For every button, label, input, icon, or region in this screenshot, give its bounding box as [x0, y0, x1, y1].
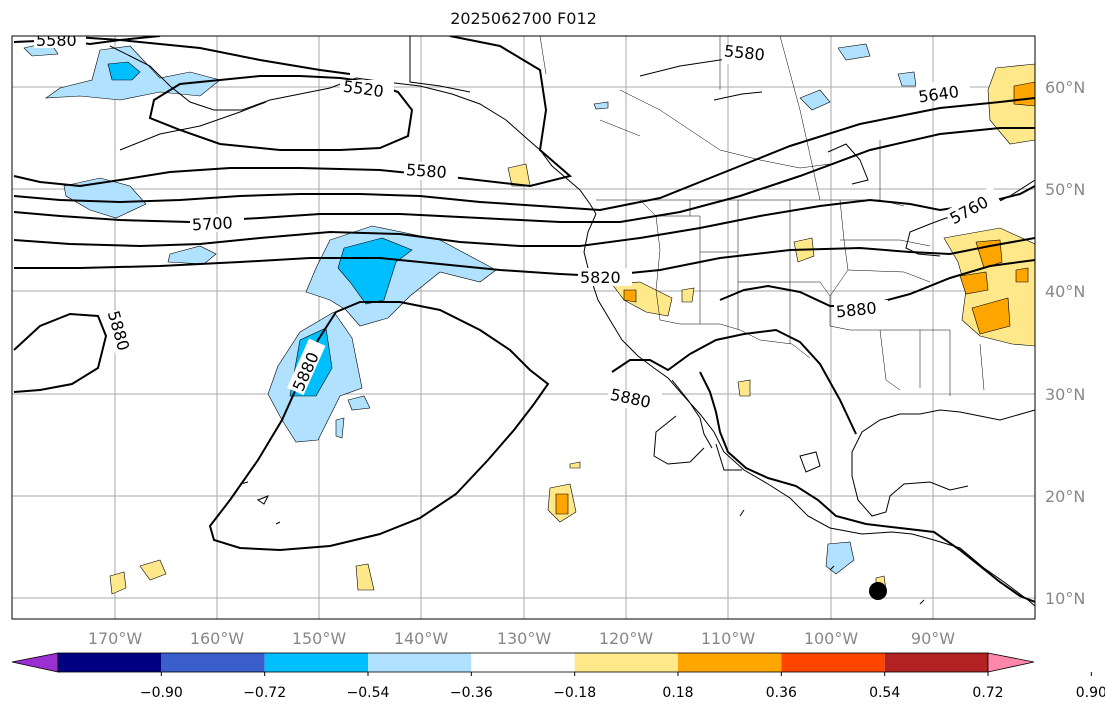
- colorbar-tick-label: 0.72: [972, 685, 1003, 701]
- map-border: [11, 35, 1036, 620]
- lon-label: 120°W: [599, 629, 654, 648]
- contour-label: 5820: [580, 268, 621, 287]
- contour-label: 5580: [723, 41, 765, 64]
- colorbar-tick-label: −0.54: [347, 685, 390, 701]
- colorbar-extend-min: [11, 652, 59, 673]
- colorbar-cell: [884, 653, 988, 672]
- negative-anomaly-areas: [23, 41, 917, 575]
- lat-label: 40°N: [1045, 282, 1085, 301]
- colorbar-extend-max: [987, 652, 1035, 673]
- contour-label: 5580: [36, 31, 77, 50]
- colorbar-cell: [781, 653, 885, 672]
- lon-label: 100°W: [804, 629, 859, 648]
- contour-label: 5880: [835, 298, 877, 321]
- colorbar-cell: [161, 653, 265, 672]
- latitude-labels: 60°N 50°N 40°N 30°N 20°N 10°N: [1045, 78, 1085, 608]
- lon-label: 160°W: [190, 629, 245, 648]
- colorbar-tick-label: −0.72: [243, 685, 286, 701]
- contour-label: 5580: [405, 160, 447, 182]
- lat-label: 30°N: [1045, 385, 1085, 404]
- positive-anomaly-areas: [109, 63, 1035, 595]
- colorbar-tick-label: 0.18: [662, 685, 693, 701]
- colorbar-cell: [264, 653, 368, 672]
- lon-label: 130°W: [497, 629, 552, 648]
- colorbar-cell: [368, 653, 472, 672]
- map-title: 2025062700 F012: [450, 9, 597, 28]
- lon-label: 140°W: [394, 629, 449, 648]
- colorbar-cell: [58, 653, 162, 672]
- colorbar-tick-label: 0.36: [766, 685, 797, 701]
- colorbar-tick-label: −0.18: [553, 685, 596, 701]
- lon-label: 110°W: [701, 629, 756, 648]
- colorbar: −0.90 −0.72 −0.54 −0.36 −0.18 0.18 0.36 0.54 0.7…: [11, 652, 1105, 701]
- contour-label: 5700: [192, 213, 234, 234]
- lon-label: 90°W: [911, 629, 955, 648]
- colorbar-cell: [471, 653, 575, 672]
- lat-label: 60°N: [1045, 78, 1085, 97]
- colorbar-tick-label: −0.90: [140, 685, 183, 701]
- lat-label: 10°N: [1045, 589, 1085, 608]
- colorbar-cell: [678, 653, 782, 672]
- lon-label: 150°W: [292, 629, 347, 648]
- lat-label: 20°N: [1045, 487, 1085, 506]
- political-borders: [409, 36, 985, 396]
- lat-label: 50°N: [1045, 180, 1085, 199]
- colorbar-cell: [574, 653, 678, 672]
- colorbar-tick-label: 0.90: [1076, 685, 1105, 701]
- colorbar-tick-label: −0.36: [450, 685, 493, 701]
- colorbar-tick-label: 0.54: [869, 685, 900, 701]
- storm-marker: [869, 582, 887, 600]
- lon-label: 170°W: [88, 629, 143, 648]
- longitude-labels: 170°W 160°W 150°W 140°W 130°W 120°W 110°…: [88, 629, 955, 648]
